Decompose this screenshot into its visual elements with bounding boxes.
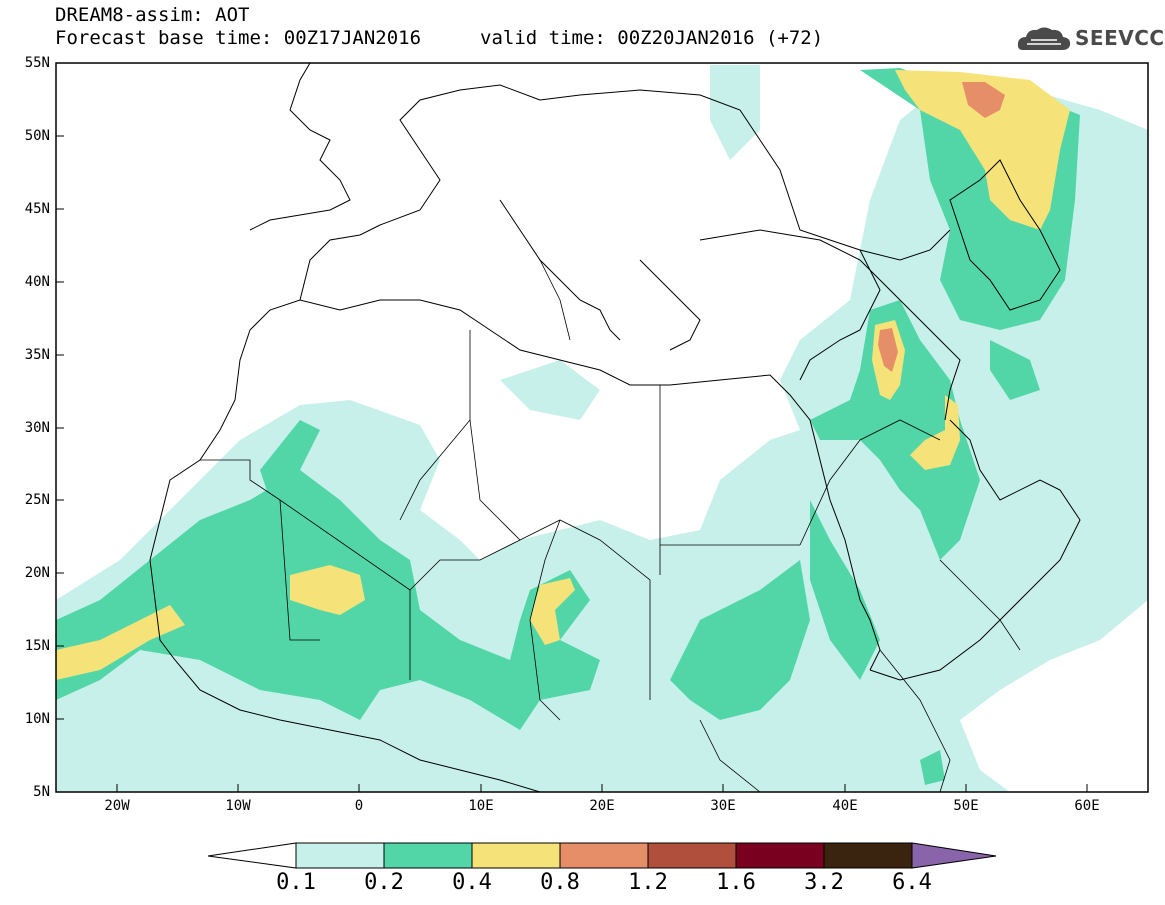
colorbar-over-arrow [911, 842, 997, 869]
colorbar-label: 3.2 [804, 870, 844, 895]
aot-fields [56, 65, 1148, 792]
lat-label: 40N [24, 274, 50, 290]
lon-label: 0 [354, 798, 364, 814]
lon-label: 20W [104, 798, 130, 814]
colorbar [207, 842, 997, 869]
lon-label: 20E [589, 798, 615, 814]
aot-band-0.4 [56, 70, 1070, 680]
lat-label: 25N [24, 492, 50, 508]
forecast-base-time: Forecast base time: 00Z17JAN2016 [55, 27, 422, 49]
colorbar-label: 0.4 [452, 870, 492, 895]
map-title: DREAM8-assim: AOT [55, 4, 250, 26]
colorbar-swatch-6 [735, 842, 825, 869]
lon-label: 50E [953, 798, 979, 814]
colorbar-label: 0.8 [540, 870, 580, 895]
colorbar-swatch-1 [295, 842, 385, 869]
colorbar-swatch-5 [647, 842, 737, 869]
colorbar-label: 6.4 [892, 870, 932, 895]
cloud-logo-icon [1017, 27, 1071, 50]
colorbar-label: 0.1 [276, 870, 316, 895]
lon-label: 30E [710, 798, 736, 814]
colorbar-under-arrow [207, 842, 297, 869]
colorbar-swatch-7 [823, 842, 913, 869]
lon-label: 10E [468, 798, 494, 814]
lat-label: 30N [24, 420, 50, 436]
colorbar-swatch-3 [471, 842, 561, 869]
colorbar-swatch-2 [383, 842, 473, 869]
coastlines [149, 63, 1081, 792]
lon-label: 40E [832, 798, 858, 814]
colorbar-label: 1.2 [628, 870, 668, 895]
lon-label: 10W [225, 798, 251, 814]
lon-label: 60E [1074, 798, 1100, 814]
axis-ticks [56, 135, 1088, 792]
lat-label: 10N [24, 711, 50, 727]
lat-label: 20N [24, 565, 50, 581]
lat-label: 35N [24, 347, 50, 363]
logo-text: SEEVCCC [1075, 26, 1165, 50]
valid-time: valid time: 00Z20JAN2016 (+72) [480, 27, 824, 49]
aot-band-0.8 [878, 82, 1005, 372]
colorbar-label: 0.2 [364, 870, 404, 895]
lat-label: 50N [24, 128, 50, 144]
colorbar-label: 1.6 [716, 870, 756, 895]
lat-label: 15N [24, 638, 50, 654]
lat-label: 55N [24, 55, 50, 71]
lat-label: 5N [33, 784, 50, 800]
colorbar-swatch-4 [559, 842, 649, 869]
country-borders [200, 259, 1021, 792]
lat-label: 45N [24, 201, 50, 217]
